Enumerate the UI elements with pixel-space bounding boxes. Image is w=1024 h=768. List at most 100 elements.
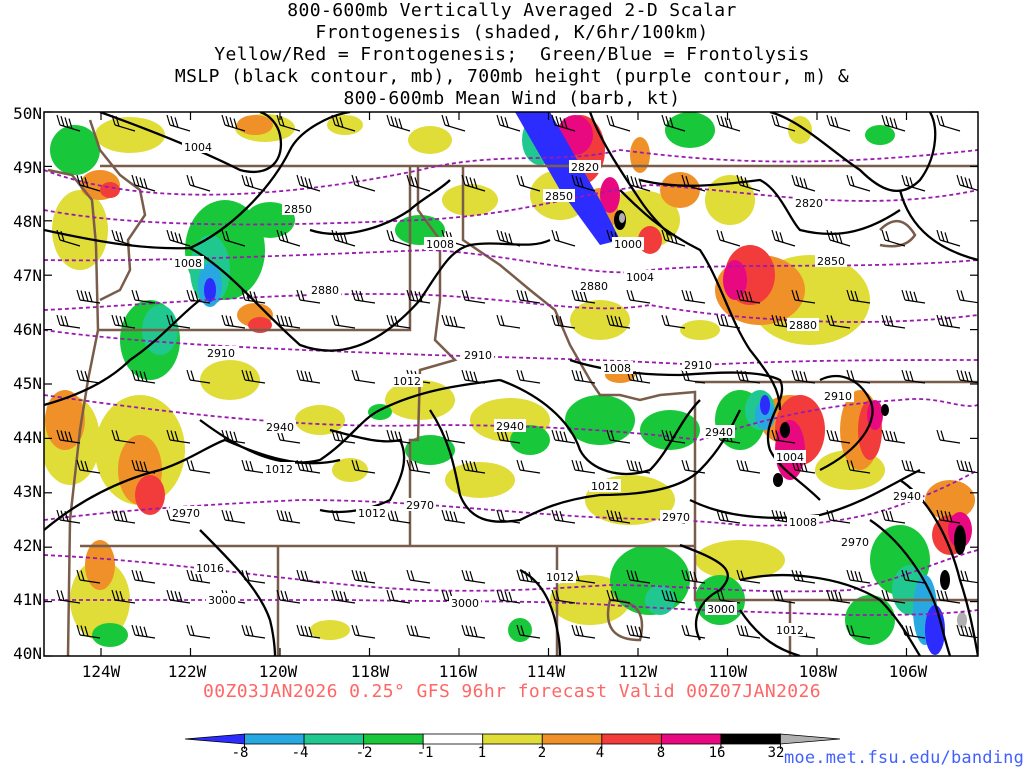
wind-barb [551, 509, 576, 524]
lat-label-47n: 47N [13, 266, 42, 285]
wind-barb [626, 459, 651, 474]
wind-barb [351, 369, 376, 384]
wind-barb [661, 589, 686, 604]
wind-barb [936, 229, 961, 247]
wind-barb [681, 369, 706, 384]
mslp-label: 1012 [356, 506, 388, 520]
wind-barb [881, 429, 906, 444]
source-url[interactable]: moe.met.fsu.edu/banding [784, 748, 1024, 768]
wind-barb [241, 289, 266, 304]
height-label: 2880 [787, 318, 819, 332]
mslp-label: 1004 [624, 270, 656, 284]
wind-barb [681, 459, 706, 474]
wind-barb [241, 369, 266, 384]
svg-text:1008: 1008 [174, 257, 202, 270]
colorbar-swatch [363, 733, 424, 745]
svg-text:2910: 2910 [824, 390, 852, 403]
height-label: 2850 [543, 189, 575, 203]
colorbar-label: 2 [537, 745, 547, 761]
svg-text:2910: 2910 [464, 349, 492, 362]
wind-barb [221, 229, 246, 247]
wind-barb [406, 569, 431, 584]
lat-label-44n: 44N [13, 428, 42, 447]
wind-barb [56, 429, 81, 444]
svg-text:1012: 1012 [265, 463, 293, 476]
wind-barb [111, 229, 136, 247]
lon-label-116w: 116W [438, 662, 478, 681]
wind-barb [166, 114, 191, 132]
wind-barb [166, 429, 191, 444]
height-label: 2970 [839, 535, 871, 549]
svg-text:1004: 1004 [776, 451, 804, 464]
wind-barb [276, 509, 301, 524]
wind-barb [76, 569, 101, 584]
wind-barb [166, 314, 191, 329]
wind-barb [846, 624, 871, 639]
svg-text:1012: 1012 [591, 480, 619, 493]
wind-barb [221, 509, 246, 524]
wind-barb [716, 114, 741, 132]
colorbar-label: 32 [767, 745, 785, 761]
wind-barb [296, 459, 321, 474]
svg-text:2850: 2850 [284, 203, 312, 216]
wind-barb [736, 369, 761, 384]
height-label: 2850 [282, 202, 314, 216]
wind-barb [166, 229, 191, 247]
wind-barb [351, 174, 376, 192]
wind-barb [56, 114, 81, 132]
colorbar-label: -4 [291, 745, 309, 761]
mslp-contours [44, 112, 978, 656]
wind-barb [406, 624, 431, 639]
wind-barb [331, 509, 356, 524]
wind-barb [936, 314, 961, 329]
wind-barb [131, 369, 156, 384]
wind-barb [771, 429, 796, 444]
wind-barb [826, 114, 851, 132]
wind-barb [516, 459, 541, 474]
height-label: 2940 [264, 420, 296, 434]
svg-text:2880: 2880 [789, 319, 817, 332]
height-label: 3000 [449, 596, 481, 610]
mslp-label: 1008 [424, 237, 456, 251]
lat-label-46n: 46N [13, 320, 42, 339]
wind-barb [406, 459, 431, 474]
wind-barb [901, 569, 926, 584]
wind-barb [221, 429, 246, 444]
svg-text:1008: 1008 [603, 362, 631, 375]
colorbar-swatch [422, 733, 484, 745]
height-label: 2970 [170, 506, 202, 520]
wind-barb [221, 114, 246, 132]
wind-barb [881, 589, 906, 604]
title-line-1: 800-600mb Vertically Averaged 2-D Scalar [287, 0, 737, 21]
wind-barb [716, 314, 741, 329]
height-label: 3000 [206, 593, 238, 607]
wind-barb [901, 174, 926, 192]
wind-barb [276, 589, 301, 604]
wind-barb [881, 114, 906, 132]
svg-text:1008: 1008 [789, 516, 817, 529]
title-line-5: 800-600mb Mean Wind (barb, kt) [343, 88, 681, 109]
svg-text:1012: 1012 [776, 624, 804, 637]
wind-barb [496, 314, 521, 329]
wind-barb [846, 289, 871, 304]
wind-barb [461, 174, 486, 192]
svg-text:2820: 2820 [571, 161, 599, 174]
height-label: 2940 [891, 489, 923, 503]
wind-barb [386, 589, 411, 604]
wind-barb [296, 289, 321, 304]
wind-barb [681, 174, 706, 192]
svg-text:2820: 2820 [795, 197, 823, 210]
wind-barb [386, 314, 411, 329]
wind-barb [76, 289, 101, 304]
wind-barb [296, 174, 321, 192]
lat-label-50n: 50N [13, 104, 42, 123]
wind-barb [551, 429, 576, 444]
height-label: 3000 [705, 602, 737, 616]
wind-barb [496, 229, 521, 247]
wind-barb [846, 174, 871, 192]
colorbar-label: -2 [355, 745, 373, 761]
title-line-2: Frontogenesis (shaded, K/6hr/100km) [315, 22, 709, 43]
wind-barb [331, 589, 356, 604]
wind-barb [936, 429, 961, 444]
